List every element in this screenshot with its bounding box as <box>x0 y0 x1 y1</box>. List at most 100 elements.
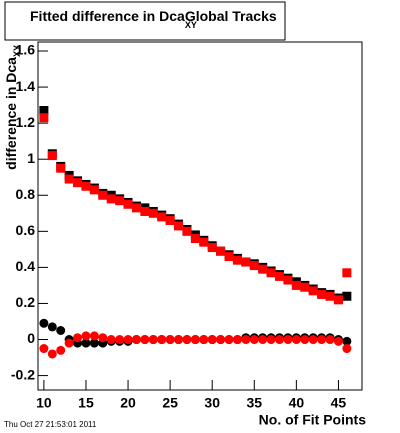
point <box>333 295 343 305</box>
point <box>64 338 74 348</box>
point <box>317 335 327 345</box>
point <box>106 194 116 204</box>
point <box>81 331 91 341</box>
point <box>199 335 209 345</box>
point <box>266 268 276 278</box>
y-axis-label: difference in DcaXY <box>3 45 23 170</box>
x-axis-label: No. of Fit Points <box>259 412 367 428</box>
point <box>232 255 242 265</box>
point <box>199 237 209 247</box>
plot-frame <box>37 41 363 391</box>
point <box>140 335 150 345</box>
x-tick-label: 10 <box>36 395 52 411</box>
x-tick-label: 25 <box>162 395 178 411</box>
point <box>81 181 91 191</box>
point <box>283 275 293 285</box>
point <box>275 271 285 281</box>
y-tick-label: 0.6 <box>16 222 36 238</box>
point <box>148 335 158 345</box>
point <box>174 221 184 231</box>
point <box>216 335 226 345</box>
point <box>123 199 133 209</box>
point <box>39 318 49 328</box>
point <box>333 336 343 346</box>
point <box>182 226 192 236</box>
point <box>47 322 57 332</box>
point <box>190 234 200 244</box>
point <box>89 331 99 341</box>
y-label-subscript: XY <box>12 45 22 57</box>
point <box>115 196 125 206</box>
point <box>300 282 310 292</box>
x-tick-label: 40 <box>289 395 305 411</box>
point <box>224 252 234 262</box>
y-tick-label: 0.4 <box>16 258 36 274</box>
point <box>47 151 57 161</box>
point <box>342 291 352 301</box>
point <box>342 336 352 346</box>
point <box>308 335 318 345</box>
point <box>241 335 251 345</box>
point <box>131 335 141 345</box>
point <box>258 264 268 274</box>
title-suffix: Global Tracks <box>185 8 277 24</box>
point <box>291 335 301 345</box>
point <box>224 335 234 345</box>
x-tick-label: 30 <box>204 395 220 411</box>
point <box>98 333 108 343</box>
y-tick-label: 1.4 <box>16 78 36 94</box>
x-tick-label: 15 <box>78 395 94 411</box>
point <box>39 344 49 354</box>
point <box>157 335 167 345</box>
point <box>182 335 192 345</box>
point <box>174 335 184 345</box>
point <box>283 335 293 345</box>
point <box>131 203 141 213</box>
title-main: Fitted difference in Dca <box>30 8 185 24</box>
point <box>207 335 217 345</box>
chart-title: Fitted difference in DcaXYGlobal Tracks <box>30 8 277 31</box>
point <box>317 289 327 299</box>
y-tick-label: 1 <box>27 150 35 166</box>
point <box>249 261 259 271</box>
point <box>64 174 74 184</box>
point <box>165 335 175 345</box>
x-tick-label: 45 <box>331 395 347 411</box>
point <box>165 216 175 226</box>
point <box>148 208 158 218</box>
x-tick-label: 35 <box>246 395 262 411</box>
point <box>98 190 108 200</box>
point <box>258 335 268 345</box>
point <box>275 335 285 345</box>
point <box>56 325 66 335</box>
point <box>140 206 150 216</box>
title-subscript: XY <box>185 20 197 30</box>
point <box>123 335 133 345</box>
point <box>89 185 99 195</box>
y-tick-label: 1.6 <box>16 42 36 58</box>
timestamp: Thu Oct 27 21:53:01 2011 <box>4 420 97 429</box>
point <box>56 163 66 173</box>
point <box>342 344 352 354</box>
point <box>39 113 49 123</box>
point <box>47 349 57 359</box>
point <box>216 246 226 256</box>
point <box>39 106 49 116</box>
point <box>342 268 352 278</box>
y-tick-label: 0 <box>27 330 35 346</box>
point <box>89 338 99 348</box>
point <box>207 243 217 253</box>
point <box>325 291 335 301</box>
y-tick-label: 0.2 <box>16 294 36 310</box>
point <box>266 335 276 345</box>
point <box>232 335 242 345</box>
point <box>81 338 91 348</box>
y-tick-label: 0.8 <box>16 186 36 202</box>
point <box>56 345 66 355</box>
y-tick-label: -0.2 <box>11 366 35 382</box>
point <box>73 333 83 343</box>
point <box>115 335 125 345</box>
